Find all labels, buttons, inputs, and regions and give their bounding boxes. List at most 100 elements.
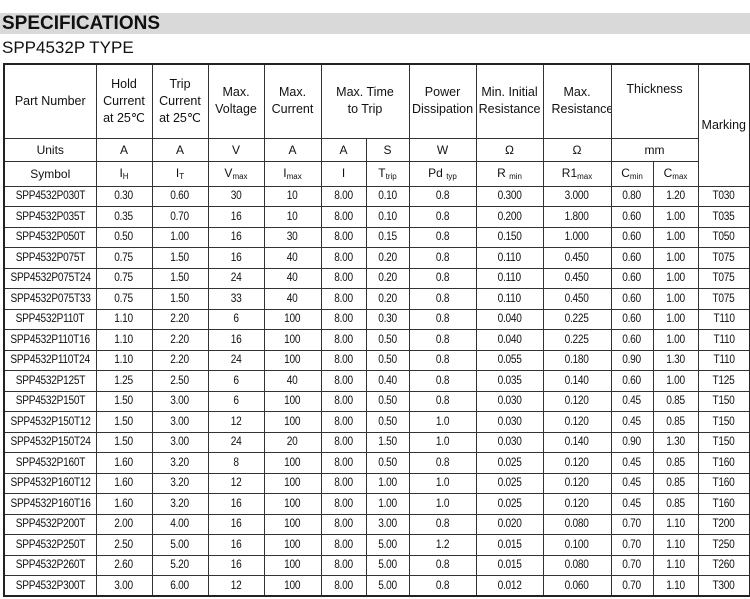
cell-text: 1.50 (114, 415, 134, 428)
symbol-cell: R1max (542, 160, 612, 187)
cell-max-voltage: 16 (207, 329, 265, 351)
cell-marking: T125 (697, 370, 750, 392)
cell-min-resistance: 0.150 (475, 226, 544, 248)
cell-trip-current-a: 8.00 (320, 534, 367, 556)
cell-text: 30 (230, 190, 242, 203)
cell-text: 8.00 (334, 477, 353, 490)
cell-part-number: SPP4532P160T (3, 452, 97, 474)
cell-hold-current: 1.60 (95, 493, 153, 515)
cell-text: 0.030 (497, 415, 522, 428)
cell-text: 0.20 (378, 292, 397, 305)
cell-text: 8.00 (334, 251, 353, 264)
cell-max-voltage: 6 (207, 390, 265, 412)
cell-text: SPP4532P035T (15, 210, 86, 223)
cell-thickness-max: 1.10 (652, 575, 699, 597)
symbol-subscript: min (629, 172, 643, 181)
cell-thickness-max: 1.00 (652, 370, 699, 392)
cell-hold-current: 0.75 (95, 267, 153, 289)
cell-hold-current: 1.25 (95, 370, 153, 392)
cell-text: 0.85 (666, 456, 685, 469)
table-row: SPP4532P150T12 1.50 3.00 12 100 8.00 0.50 1.0 0.… (3, 411, 750, 433)
cell-text: 0.20 (378, 251, 397, 264)
cell-trip-current: 6.00 (151, 575, 209, 597)
cell-min-resistance: 0.025 (475, 472, 544, 494)
cell-trip-time: 0.10 (365, 185, 410, 207)
cell-part-number: SPP4532P160T12 (3, 472, 97, 494)
cell-max-voltage: 24 (207, 349, 265, 371)
unit-cell: V (207, 137, 265, 162)
cell-marking: T075 (697, 267, 750, 289)
cell-trip-current: 0.60 (151, 185, 209, 207)
cell-text: 0.75 (114, 251, 134, 264)
cell-marking: T250 (697, 534, 750, 556)
cell-min-resistance: 0.015 (475, 554, 544, 576)
cell-trip-current-a: 8.00 (320, 329, 367, 351)
cell-text: 100 (284, 518, 301, 531)
cell-trip-time: 0.50 (365, 329, 410, 351)
cell-text: 1.50 (378, 436, 397, 449)
cell-text: 3.00 (114, 579, 134, 592)
header-max-voltage: Max. Voltage (207, 63, 265, 139)
cell-text: SPP4532P150T (15, 395, 86, 408)
cell-text: 0.030 (497, 436, 522, 449)
cell-text: 0.45 (622, 415, 642, 428)
cell-text: 3.00 (378, 518, 397, 531)
cell-trip-current-a: 8.00 (320, 247, 367, 269)
cell-trip-time: 0.30 (365, 308, 410, 330)
cell-part-number: SPP4532P150T24 (3, 431, 97, 453)
cell-trip-time: 1.00 (365, 493, 410, 515)
cell-text: 0.035 (497, 374, 522, 387)
cell-hold-current: 1.50 (95, 431, 153, 453)
cell-part-number: SPP4532P200T (3, 513, 97, 535)
cell-text: 8.00 (334, 456, 353, 469)
cell-part-number: SPP4532P110T16 (3, 329, 97, 351)
cell-power-dissipation: 1.0 (408, 411, 477, 433)
cell-text: 0.225 (565, 333, 590, 346)
cell-min-resistance: 0.040 (475, 329, 544, 351)
cell-trip-current: 1.50 (151, 288, 209, 310)
cell-text: 0.45 (622, 497, 642, 510)
cell-power-dissipation: 0.8 (408, 206, 477, 228)
cell-thickness-min: 0.70 (610, 534, 654, 556)
cell-text: T200 (712, 518, 735, 531)
cell-text: 0.85 (666, 395, 685, 408)
cell-text: 1.50 (114, 436, 134, 449)
cell-min-resistance: 0.035 (475, 370, 544, 392)
cell-text: 0.120 (565, 477, 590, 490)
cell-part-number: SPP4532P250T (3, 534, 97, 556)
table-row: SPP4532P110T16 1.10 2.20 16 100 8.00 0.50 0.8 0.… (3, 329, 750, 351)
cell-text: 24 (230, 272, 242, 285)
cell-thickness-min: 0.80 (610, 185, 654, 207)
cell-text: 10 (287, 210, 298, 223)
header-power-dissipation: Power Dissipation (408, 63, 477, 139)
cell-text: 5.00 (378, 559, 397, 572)
cell-max-resistance: 0.450 (542, 247, 612, 269)
cell-text: 40 (287, 272, 298, 285)
cell-marking: T160 (697, 452, 750, 474)
cell-trip-current-a: 8.00 (320, 575, 367, 597)
header-max-time-to-trip: Max. Time to Trip (320, 63, 410, 139)
cell-marking: T300 (697, 575, 750, 597)
cell-text: SPP4532P110T (15, 313, 85, 326)
cell-text: T300 (712, 579, 735, 592)
cell-max-voltage: 33 (207, 288, 265, 310)
cell-min-resistance: 0.300 (475, 185, 544, 207)
cell-hold-current: 1.50 (95, 411, 153, 433)
cell-text: SPP4532P110T16 (10, 333, 91, 346)
cell-trip-current: 0.70 (151, 206, 209, 228)
unit-cell: A (263, 137, 322, 162)
cell-max-current: 40 (263, 247, 322, 269)
cell-text: 1.0 (435, 436, 450, 449)
symbol-base: C (663, 166, 673, 180)
table-row: SPP4532P150T 1.50 3.00 6 100 8.00 0.50 0.8 0.030… (3, 390, 750, 412)
cell-max-resistance: 0.140 (542, 370, 612, 392)
cell-max-voltage: 8 (207, 452, 265, 474)
cell-part-number: SPP4532P160T16 (3, 493, 97, 515)
cell-thickness-max: 0.85 (652, 452, 699, 474)
cell-thickness-min: 0.70 (610, 513, 654, 535)
symbol-subscript: max (232, 172, 248, 181)
cell-text: 0.70 (622, 559, 642, 572)
cell-marking: T075 (697, 288, 750, 310)
cell-max-voltage: 12 (207, 411, 265, 433)
cell-text: 40 (287, 374, 298, 387)
